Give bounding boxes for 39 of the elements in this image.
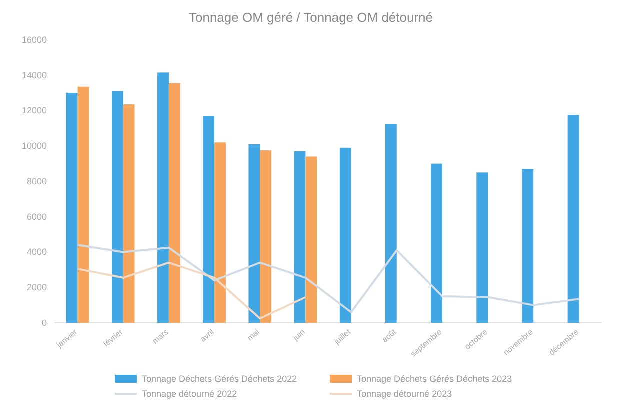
y-tick-label: 2000 xyxy=(26,282,47,293)
legend-label: Tonnage Déchets Gérés Déchets 2023 xyxy=(357,374,512,384)
y-tick-label: 4000 xyxy=(26,247,47,258)
bar xyxy=(568,115,580,323)
y-tick-label: 8000 xyxy=(26,176,47,186)
bar xyxy=(112,91,124,323)
x-tick-label: mai xyxy=(246,327,262,343)
bar xyxy=(214,142,226,323)
bar xyxy=(476,172,488,323)
bar xyxy=(158,72,169,323)
y-tick-label: 12000 xyxy=(22,106,47,116)
y-tick-label: 6000 xyxy=(26,212,47,222)
y-tick-label: 10000 xyxy=(22,141,47,152)
x-tick-label: juin xyxy=(290,328,307,344)
legend-label: Tonnage Déchets Gérés Déchets 2022 xyxy=(142,374,298,384)
bar xyxy=(385,124,397,323)
x-tick-label: mars xyxy=(150,328,170,346)
bar xyxy=(340,148,352,323)
bar xyxy=(306,156,318,323)
y-tick-label: 16000 xyxy=(22,34,47,45)
x-tick-label: avril xyxy=(198,327,216,344)
line-series xyxy=(76,244,580,314)
bar xyxy=(260,150,272,323)
bar xyxy=(168,83,180,323)
y-tick-label: 0 xyxy=(42,318,47,328)
bar xyxy=(431,164,442,323)
bar xyxy=(248,144,260,323)
bar xyxy=(294,151,306,323)
bar xyxy=(66,93,78,323)
legend-label: Tonnage détourné 2022 xyxy=(142,388,238,399)
bar xyxy=(203,116,215,323)
legend-label: Tonnage détourné 2023 xyxy=(357,388,452,399)
chart-title: Tonnage OM géré / Tonnage OM détourné xyxy=(188,10,434,25)
y-tick-label: 14000 xyxy=(22,70,47,80)
bar xyxy=(78,86,90,323)
x-tick-label: août xyxy=(380,327,399,345)
bar xyxy=(522,169,534,323)
line-series xyxy=(76,262,307,320)
bar xyxy=(123,104,135,323)
